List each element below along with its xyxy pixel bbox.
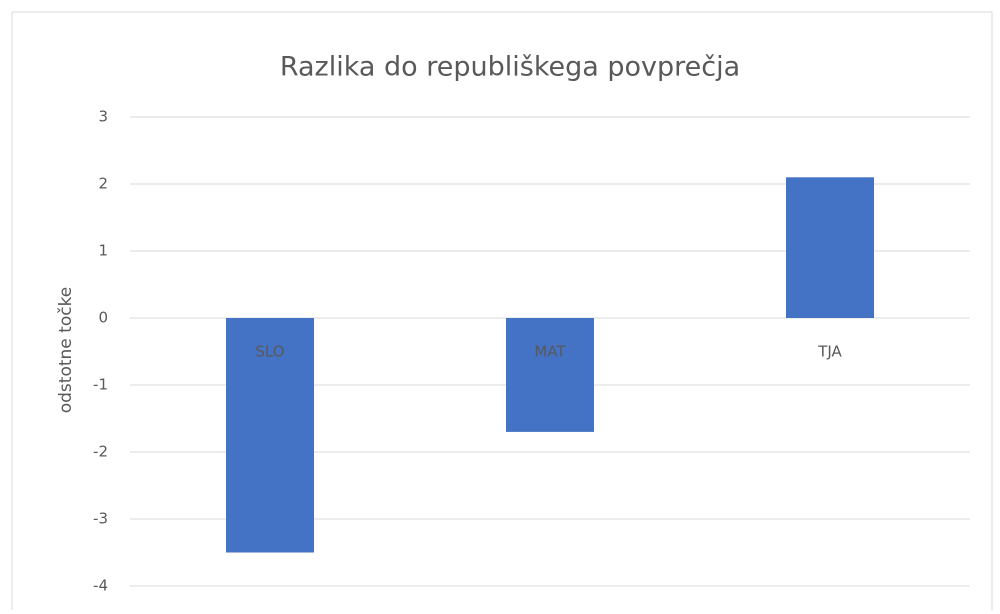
y-tick-label: 2 bbox=[98, 175, 108, 193]
x-tick-label: SLO bbox=[255, 343, 284, 361]
bar bbox=[506, 318, 594, 432]
x-tick-label: MAT bbox=[534, 343, 566, 361]
y-tick-label: -4 bbox=[93, 577, 108, 595]
y-tick-label: 1 bbox=[98, 242, 108, 260]
y-tick-label: -1 bbox=[93, 376, 108, 394]
y-tick-label: 3 bbox=[98, 108, 108, 126]
bar bbox=[786, 177, 874, 318]
y-tick-label: -2 bbox=[93, 443, 108, 461]
y-axis-label: odstotne točke bbox=[56, 287, 76, 414]
bar bbox=[226, 318, 314, 553]
x-tick-label: TJA bbox=[817, 343, 842, 361]
y-tick-label: -3 bbox=[93, 510, 108, 528]
y-tick-label: 0 bbox=[98, 309, 108, 327]
chart-title: Razlika do republiškega povprečja bbox=[280, 52, 740, 83]
